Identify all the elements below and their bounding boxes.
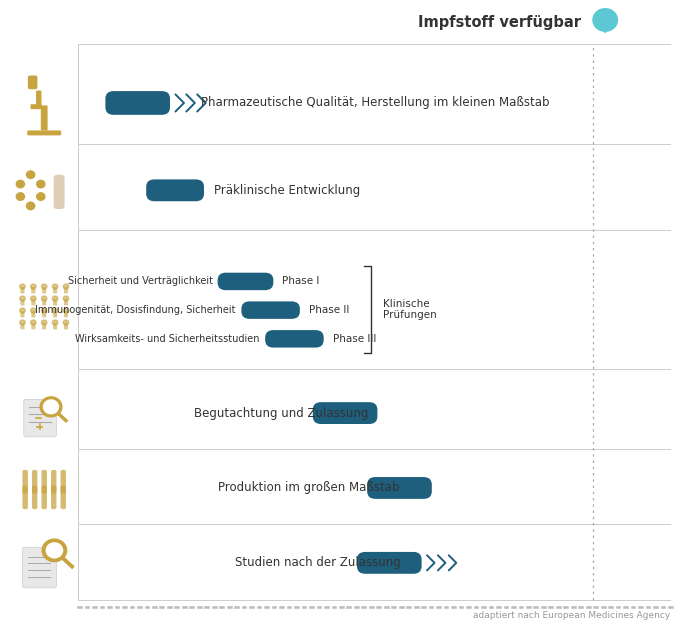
Circle shape [63, 284, 69, 289]
Circle shape [27, 202, 35, 210]
FancyBboxPatch shape [31, 299, 35, 305]
Circle shape [31, 296, 36, 301]
Circle shape [20, 284, 25, 289]
FancyBboxPatch shape [36, 90, 41, 108]
Circle shape [63, 320, 69, 325]
FancyBboxPatch shape [20, 323, 24, 329]
Circle shape [31, 284, 36, 289]
Polygon shape [596, 20, 614, 32]
FancyBboxPatch shape [61, 470, 66, 494]
Text: Wirksamkeits- und Sicherheitsstudien: Wirksamkeits- und Sicherheitsstudien [75, 334, 260, 344]
FancyBboxPatch shape [313, 402, 377, 424]
Circle shape [20, 320, 25, 325]
FancyBboxPatch shape [51, 485, 56, 509]
FancyBboxPatch shape [54, 175, 65, 209]
Text: adaptiert nach European Medicines Agency: adaptiert nach European Medicines Agency [473, 611, 670, 620]
Circle shape [42, 539, 67, 562]
FancyBboxPatch shape [53, 311, 57, 318]
FancyBboxPatch shape [20, 287, 24, 293]
FancyBboxPatch shape [31, 104, 41, 109]
Text: Begutachtung und Zulassung: Begutachtung und Zulassung [194, 407, 368, 419]
FancyBboxPatch shape [357, 552, 422, 574]
Text: Phase II: Phase II [309, 305, 349, 315]
FancyBboxPatch shape [367, 477, 432, 499]
Circle shape [31, 308, 36, 313]
FancyBboxPatch shape [64, 287, 68, 293]
Circle shape [63, 296, 69, 301]
FancyBboxPatch shape [42, 287, 46, 293]
Circle shape [41, 296, 47, 301]
FancyBboxPatch shape [31, 287, 35, 293]
FancyBboxPatch shape [22, 485, 28, 509]
Text: Präklinische Entwicklung: Präklinische Entwicklung [214, 184, 360, 197]
Text: Klinische
Prüfungen: Klinische Prüfungen [383, 299, 437, 320]
FancyBboxPatch shape [28, 76, 37, 89]
Circle shape [16, 180, 24, 188]
FancyBboxPatch shape [41, 470, 47, 494]
Circle shape [63, 308, 69, 313]
Circle shape [52, 296, 58, 301]
Circle shape [41, 320, 47, 325]
Circle shape [52, 308, 58, 313]
Text: Phase III: Phase III [333, 334, 377, 344]
Circle shape [31, 320, 36, 325]
Text: Sicherheit und Verträglichkeit: Sicherheit und Verträglichkeit [68, 276, 213, 286]
FancyBboxPatch shape [105, 91, 170, 115]
FancyBboxPatch shape [42, 323, 46, 329]
FancyBboxPatch shape [41, 105, 48, 130]
FancyBboxPatch shape [32, 470, 37, 494]
FancyBboxPatch shape [31, 311, 35, 318]
FancyBboxPatch shape [42, 311, 46, 318]
FancyBboxPatch shape [61, 485, 66, 509]
Text: Immunogenität, Dosisfindung, Sicherheit: Immunogenität, Dosisfindung, Sicherheit [35, 305, 236, 315]
Circle shape [41, 284, 47, 289]
FancyBboxPatch shape [265, 330, 324, 348]
FancyBboxPatch shape [64, 323, 68, 329]
Text: Pharmazeutische Qualität, Herstellung im kleinen Maßstab: Pharmazeutische Qualität, Herstellung im… [201, 97, 549, 109]
Text: Phase I: Phase I [282, 276, 320, 286]
FancyBboxPatch shape [241, 301, 300, 319]
FancyBboxPatch shape [218, 273, 273, 290]
FancyBboxPatch shape [31, 323, 35, 329]
Circle shape [37, 180, 45, 188]
Circle shape [16, 193, 24, 200]
FancyBboxPatch shape [42, 299, 46, 305]
FancyBboxPatch shape [22, 547, 56, 588]
FancyBboxPatch shape [53, 299, 57, 305]
FancyBboxPatch shape [27, 130, 61, 135]
FancyBboxPatch shape [20, 299, 24, 305]
FancyBboxPatch shape [32, 485, 37, 509]
Text: Impfstoff verfügbar: Impfstoff verfügbar [418, 15, 581, 30]
FancyBboxPatch shape [22, 470, 28, 494]
Circle shape [41, 308, 47, 313]
FancyBboxPatch shape [146, 180, 204, 201]
FancyBboxPatch shape [20, 311, 24, 318]
Circle shape [27, 171, 35, 178]
Circle shape [44, 400, 58, 414]
FancyBboxPatch shape [51, 470, 56, 494]
FancyBboxPatch shape [64, 299, 68, 305]
Circle shape [37, 193, 45, 200]
FancyBboxPatch shape [53, 323, 57, 329]
FancyBboxPatch shape [24, 399, 56, 437]
Circle shape [20, 308, 25, 313]
Circle shape [52, 284, 58, 289]
Text: Studien nach der Zulassung: Studien nach der Zulassung [235, 557, 401, 569]
Circle shape [593, 9, 617, 31]
Circle shape [46, 543, 63, 558]
FancyBboxPatch shape [41, 485, 47, 509]
FancyBboxPatch shape [53, 287, 57, 293]
Circle shape [40, 397, 62, 417]
Text: Produktion im großen Maßstab: Produktion im großen Maßstab [218, 482, 399, 494]
Circle shape [52, 320, 58, 325]
FancyBboxPatch shape [64, 311, 68, 318]
Circle shape [20, 296, 25, 301]
